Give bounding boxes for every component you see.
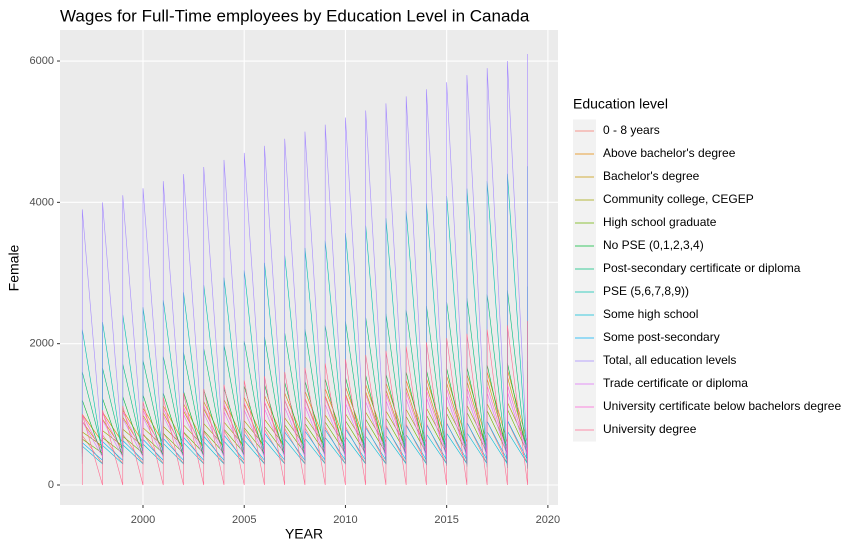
x-tick-label: 2000: [131, 514, 155, 526]
x-tick-label: 2010: [333, 514, 357, 526]
legend-label: Some post-secondary: [603, 330, 720, 344]
chart-title: Wages for Full-Time employees by Educati…: [60, 6, 530, 25]
legend-label: Trade certificate or diploma: [603, 376, 748, 390]
x-axis-title: YEAR: [285, 526, 323, 542]
y-tick-label: 2000: [30, 338, 54, 350]
y-tick-label: 6000: [30, 55, 54, 67]
legend-label: Bachelor's degree: [603, 169, 700, 183]
legend-label: 0 - 8 years: [603, 123, 660, 137]
legend-label: University degree: [603, 422, 697, 436]
y-tick-label: 0: [48, 479, 54, 491]
y-axis-title: Female: [6, 244, 22, 291]
series-line: [81, 53, 528, 466]
legend-label: High school graduate: [603, 215, 717, 229]
legend-label: No PSE (0,1,2,3,4): [603, 238, 704, 252]
y-tick-label: 4000: [30, 196, 54, 208]
x-tick-label: 2020: [536, 514, 560, 526]
x-tick-label: 2005: [232, 514, 256, 526]
series-line: [81, 321, 528, 486]
legend-label: University certificate below bachelors d…: [603, 399, 841, 413]
legend-label: Above bachelor's degree: [603, 146, 736, 160]
legend-label: Community college, CEGEP: [603, 192, 754, 206]
legend-label: PSE (5,6,7,8,9)): [603, 284, 689, 298]
legend-label: Some high school: [603, 307, 698, 321]
legend-title: Education level: [573, 96, 668, 112]
x-tick-label: 2015: [434, 514, 458, 526]
legend-label: Post-secondary certificate or diploma: [603, 261, 801, 275]
legend-label: Total, all education levels: [603, 353, 736, 367]
